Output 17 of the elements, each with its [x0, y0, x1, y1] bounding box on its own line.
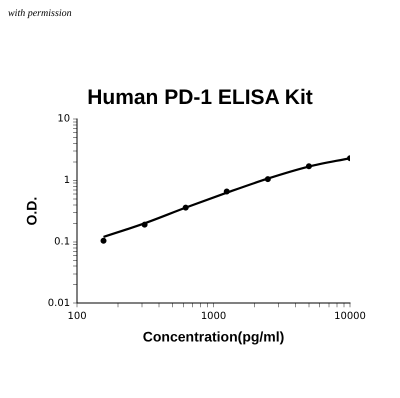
y-tick-label: 10: [57, 114, 70, 125]
text: with permission: [8, 8, 72, 19]
y-tick-label: 0.1: [54, 236, 70, 248]
chart-title: Human PD-1 ELISA Kit: [86, 86, 314, 110]
point: [142, 222, 148, 228]
x-tick-label: 1000: [200, 310, 226, 322]
point: [264, 176, 271, 182]
point: [306, 163, 312, 170]
y-tick-label: 1: [64, 174, 70, 186]
point: [182, 204, 189, 211]
x-tick-label: 10000: [334, 310, 366, 322]
y-tick-label: 0.01: [48, 298, 70, 309]
x-axis-title: Concentration(pg/ml): [142, 328, 284, 344]
x-tick-label: 100: [68, 310, 87, 322]
point: [100, 238, 107, 244]
y-axis-title: O.D.: [23, 196, 40, 226]
point: [224, 188, 230, 194]
